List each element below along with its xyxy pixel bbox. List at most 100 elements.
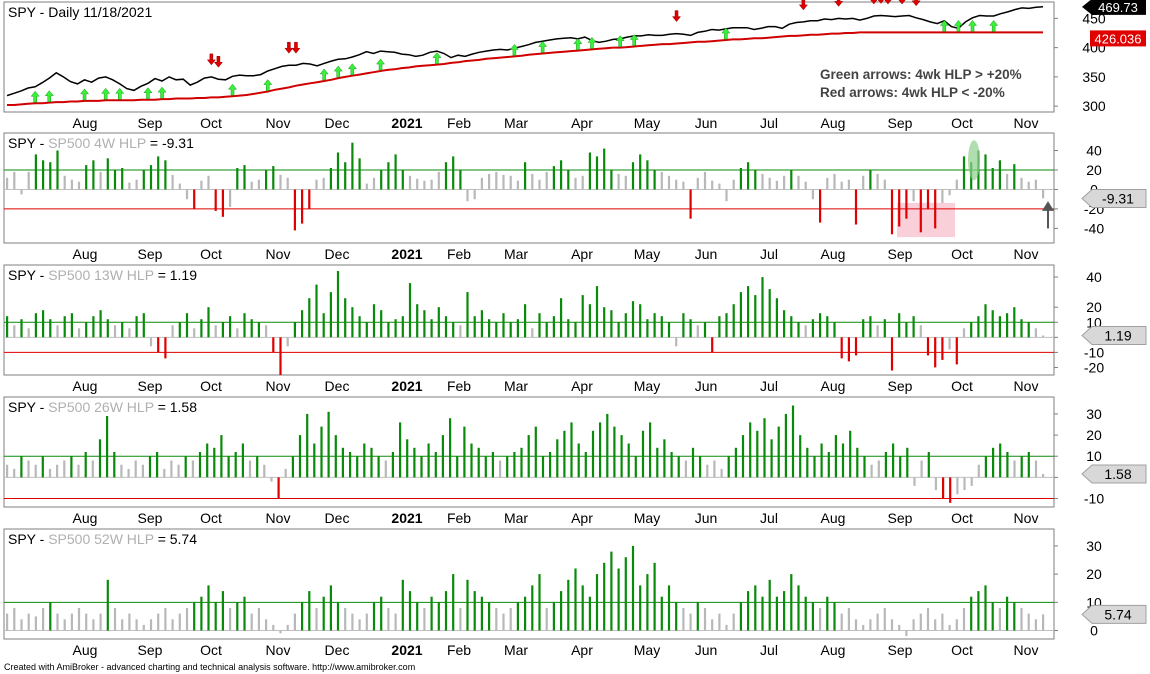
bar-2-93	[675, 337, 678, 347]
month-label-2-6: Feb	[447, 378, 471, 394]
bar-2-12	[92, 316, 95, 338]
bar-2-105	[761, 277, 764, 338]
month-label-2-11: Jul	[760, 378, 778, 394]
bar-1-78	[567, 170, 570, 190]
bar-1-83	[603, 148, 606, 190]
bar-4-17	[128, 613, 131, 631]
bar-2-133	[962, 328, 966, 338]
bar-1-81	[588, 152, 591, 190]
bar-1-23	[171, 174, 174, 190]
bar-2-3	[27, 328, 30, 338]
bar-1-109	[790, 170, 793, 190]
bar-4-128	[926, 608, 930, 631]
bar-2-121	[876, 325, 879, 338]
bar-3-123	[884, 452, 887, 478]
month-label-1-13: Sep	[888, 246, 913, 262]
bar-1-54	[394, 154, 397, 190]
bar-4-1	[13, 608, 16, 631]
bar-4-90	[653, 562, 656, 631]
month-label-1-0: Aug	[73, 246, 98, 262]
bar-3-93	[670, 452, 673, 478]
bar-3-39	[284, 468, 287, 478]
bar-4-114	[826, 596, 829, 631]
bar-2-8	[63, 316, 66, 338]
bar-3-126	[906, 447, 909, 478]
bar-3-53	[384, 460, 387, 478]
bar-1-19	[142, 170, 145, 190]
bar-2-43	[315, 284, 318, 338]
bar-4-104	[754, 585, 757, 631]
red-arrow-124	[877, 0, 884, 4]
bar-3-101	[727, 456, 730, 478]
bar-2-6	[49, 319, 52, 338]
bar-1-88	[639, 154, 642, 190]
bar-2-110	[797, 322, 800, 338]
bar-4-64	[466, 579, 469, 631]
bar-4-44	[322, 596, 325, 631]
bar-3-97	[699, 456, 702, 478]
bar-4-47	[344, 608, 347, 631]
bar-3-108	[777, 426, 780, 478]
bar-4-83	[603, 562, 606, 631]
bar-1-30	[221, 189, 224, 217]
bar-2-124	[898, 313, 901, 338]
title-indicator-2: SP500 13W HLP	[48, 267, 157, 283]
bar-2-19	[142, 313, 145, 338]
bar-4-144	[1042, 614, 1045, 631]
bar-3-94	[677, 456, 680, 478]
bar-1-40	[293, 189, 296, 231]
bar-3-51	[370, 447, 373, 478]
bar-4-99	[718, 613, 721, 631]
bar-1-100	[725, 189, 728, 202]
month-label-1-11: Jul	[760, 246, 778, 262]
bar-4-136	[984, 585, 987, 631]
month-label-4-2: Oct	[200, 642, 222, 658]
bar-3-89	[641, 430, 645, 478]
bar-4-6	[49, 602, 52, 631]
bar-4-46	[336, 602, 340, 631]
bar-1-130	[941, 189, 944, 204]
bar-1-110	[797, 175, 800, 190]
month-label-2-14: Oct	[951, 378, 973, 394]
month-label-4-9: May	[634, 642, 660, 658]
bar-2-78	[567, 319, 570, 338]
bar-2-85	[617, 322, 620, 338]
bar-1-125	[905, 189, 908, 219]
bar-4-102	[739, 602, 742, 631]
bar-2-116	[840, 337, 843, 359]
bar-3-74	[534, 426, 537, 478]
month-label-1-1: Sep	[138, 246, 163, 262]
month-label-0-14: Oct	[951, 115, 973, 131]
panel-title-4: SPY - SP500 52W HLP = 5.74	[8, 531, 197, 547]
bar-1-4	[34, 154, 37, 190]
bar-4-91	[660, 596, 663, 631]
month-label-3-6: Feb	[447, 510, 471, 526]
month-label-1-15: Nov	[1014, 246, 1039, 262]
bar-3-80	[577, 443, 580, 478]
bar-2-41	[301, 310, 304, 338]
bar-4-100	[725, 624, 728, 631]
bar-1-58	[423, 180, 426, 190]
bar-3-119	[856, 447, 859, 478]
bar-3-137	[984, 456, 987, 478]
bar-4-141	[1020, 608, 1023, 631]
bar-1-69	[502, 174, 505, 190]
ytick-label-2-5: -20	[1084, 359, 1104, 375]
bar-4-36	[265, 619, 268, 631]
bar-3-22	[163, 468, 166, 478]
bar-4-37	[272, 624, 275, 631]
bar-1-16	[121, 168, 124, 190]
bar-3-55	[399, 422, 402, 478]
bar-2-117	[847, 337, 850, 362]
green-arrow-72	[509, 44, 519, 56]
bar-2-15	[113, 325, 117, 338]
bar-4-40	[293, 613, 296, 631]
bar-4-73	[531, 585, 534, 631]
bar-4-93	[675, 602, 678, 631]
month-label-1-4: Dec	[325, 246, 350, 262]
bar-1-101	[732, 179, 735, 190]
bar-1-115	[833, 173, 836, 190]
month-label-2-9: May	[634, 378, 660, 394]
month-label-3-11: Jul	[760, 510, 778, 526]
bar-4-107	[775, 596, 778, 631]
